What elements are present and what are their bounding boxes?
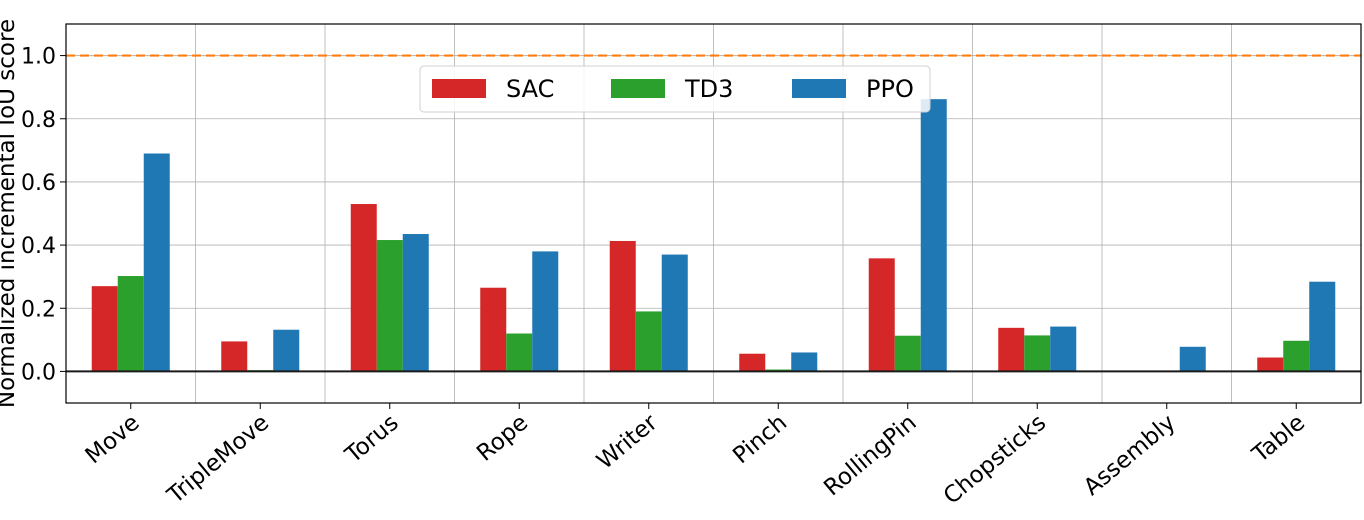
x-tick-label: Rope xyxy=(472,410,533,467)
bar-ppo-pinch xyxy=(791,352,818,372)
x-tick-label: TripleMove xyxy=(162,410,274,510)
legend-label-td3: TD3 xyxy=(684,75,733,103)
legend-label-ppo: PPO xyxy=(866,75,914,103)
bar-td3-chopsticks xyxy=(1024,335,1051,372)
x-tick-label: Table xyxy=(1247,410,1310,469)
x-tick-label: Move xyxy=(81,410,145,470)
legend-swatch-sac xyxy=(432,79,486,98)
x-tick-label: Pinch xyxy=(728,410,792,469)
x-tick-label: Torus xyxy=(340,410,404,469)
x-tick-label: Assembly xyxy=(1079,410,1181,501)
bar-sac-triplemove xyxy=(221,341,248,372)
bar-td3-torus xyxy=(376,240,403,372)
bar-ppo-assembly xyxy=(1179,346,1206,372)
bar-td3-writer xyxy=(635,311,662,372)
y-tick-label: 0.4 xyxy=(21,234,56,259)
bar-ppo-torus xyxy=(402,234,429,372)
bar-ppo-move xyxy=(143,153,170,372)
x-tick-label: Writer xyxy=(592,409,663,474)
bar-sac-rope xyxy=(480,287,507,372)
y-axis-label: Normalized incremental IoU score xyxy=(0,19,20,408)
bar-ppo-rope xyxy=(532,251,559,372)
y-axis: 0.0 0.2 0.4 0.6 0.8 1.0 xyxy=(21,45,66,385)
bar-sac-torus xyxy=(350,204,377,372)
y-tick-label: 1.0 xyxy=(21,45,56,70)
y-tick-label: 0.0 xyxy=(21,360,56,385)
bar-sac-pinch xyxy=(739,353,766,372)
bar-sac-writer xyxy=(609,240,636,372)
bar-td3-rope xyxy=(506,333,533,372)
bar-ppo-triplemove xyxy=(273,329,300,372)
y-tick-label: 0.8 xyxy=(21,108,56,133)
y-tick-label: 0.2 xyxy=(21,297,56,322)
bar-sac-rollingpin xyxy=(868,258,895,372)
x-tick-label: RollingPin xyxy=(819,410,921,502)
legend-swatch-td3 xyxy=(611,79,665,98)
bar-ppo-table xyxy=(1309,281,1336,372)
bar-sac-move xyxy=(91,286,118,372)
bars xyxy=(66,99,1361,373)
bar-sac-table xyxy=(1257,357,1284,372)
bar-ppo-rollingpin xyxy=(920,99,947,372)
legend-swatch-ppo xyxy=(792,79,846,98)
y-tick-label: 0.6 xyxy=(21,171,56,196)
bar-ppo-chopsticks xyxy=(1050,326,1077,372)
bar-td3-rollingpin xyxy=(894,335,921,372)
bar-ppo-writer xyxy=(661,254,688,372)
x-tick-label: Chopsticks xyxy=(939,410,1051,510)
bar-td3-table xyxy=(1283,340,1310,372)
legend-label-sac: SAC xyxy=(506,75,554,103)
legend: SAC TD3 PPO xyxy=(419,65,931,113)
x-axis: Move TripleMove Torus Rope Writer Pinch Rollin… xyxy=(81,403,1310,510)
bar-sac-chopsticks xyxy=(998,327,1025,372)
plot-frame xyxy=(65,23,1362,404)
bar-td3-move xyxy=(117,276,144,372)
legend-box xyxy=(419,65,931,113)
